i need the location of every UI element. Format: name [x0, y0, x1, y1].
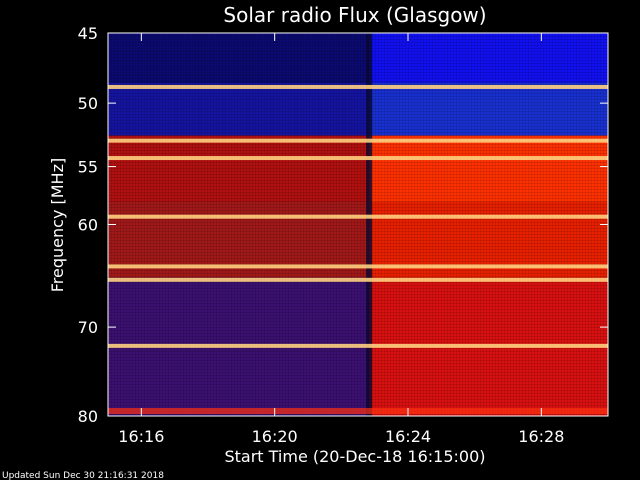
x-tick-label-16:28: 16:28: [518, 427, 564, 446]
bright-line-6: [108, 343, 608, 348]
y-tick-label-55: 55: [78, 158, 98, 177]
bright-line-2: [108, 156, 608, 161]
bottom-band: [108, 408, 608, 414]
x-tick-label-16:24: 16:24: [385, 427, 431, 446]
chart-title: Solar radio Flux (Glasgow): [223, 3, 486, 27]
bright-line-5: [108, 277, 608, 282]
bright-line-0: [108, 84, 608, 89]
y-tick-label-80: 80: [78, 407, 98, 426]
heatmap: [108, 33, 608, 416]
footer-timestamp: Updated Sun Dec 30 21:16:31 2018: [2, 471, 164, 480]
x-tick-label-16:16: 16:16: [118, 427, 164, 446]
bright-line-3: [108, 214, 608, 219]
x-axis-label: Start Time (20-Dec-18 16:15:00): [224, 447, 485, 466]
heatmap-texture-horizontal: [108, 33, 608, 416]
x-axis: 16:16 16:20 16:24 16:28: [118, 33, 564, 446]
x-tick-label-16:20: 16:20: [252, 427, 298, 446]
transition-edge: [366, 33, 373, 416]
y-tick-label-45: 45: [78, 24, 98, 43]
bright-line-1: [108, 138, 608, 143]
y-tick-label-60: 60: [78, 216, 98, 235]
y-axis: 45 50 55 60 70 80: [78, 24, 608, 426]
y-tick-label-50: 50: [78, 94, 98, 113]
y-axis-label: Frequency [MHz]: [48, 158, 67, 292]
y-tick-label-70: 70: [78, 318, 98, 337]
bright-line-4: [108, 264, 608, 269]
